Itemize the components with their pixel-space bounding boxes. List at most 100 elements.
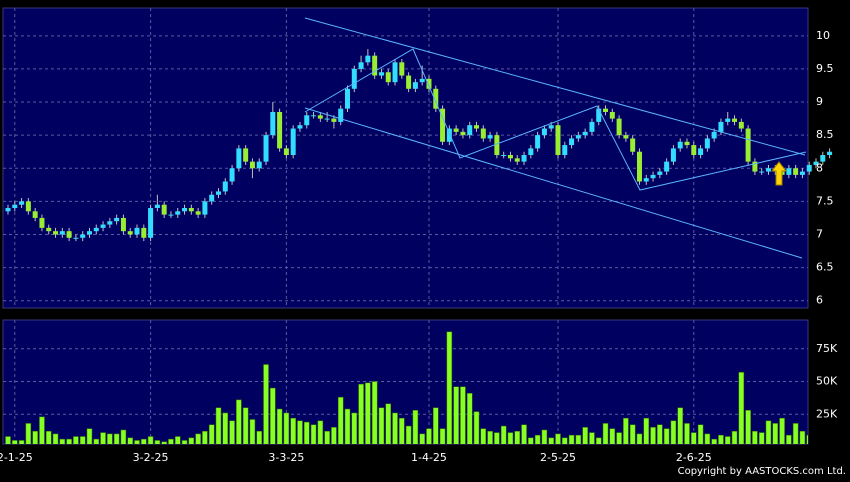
candle-body [657, 171, 663, 175]
candle-body [793, 168, 799, 175]
volume-bar [786, 434, 792, 444]
volume-bar [657, 424, 663, 444]
y-tick-label: 8.5 [816, 128, 834, 141]
volume-bar [602, 423, 609, 444]
volume-bar [514, 431, 520, 444]
candle-body [161, 204, 167, 215]
candle-body [5, 208, 11, 212]
candle-body [514, 158, 520, 162]
x-tick-label: 2-1-25 [0, 451, 33, 464]
volume-bar [691, 432, 697, 444]
volume-bar [643, 417, 650, 444]
candle-body [107, 221, 113, 225]
candle-body [691, 145, 697, 156]
volume-bar [202, 431, 208, 444]
volume-bar [39, 416, 45, 444]
volume-bar [419, 433, 425, 444]
candle-body [433, 88, 439, 109]
candle-body [440, 108, 446, 142]
volume-bar [222, 412, 229, 444]
volume-bar [256, 431, 262, 444]
arrow-marker [770, 161, 788, 186]
volume-bar [304, 421, 310, 444]
volume-bar [66, 438, 72, 444]
volume-bar [521, 424, 527, 444]
candle-body [12, 204, 18, 208]
candle-body [650, 174, 656, 179]
candle-body [39, 217, 45, 228]
volume-bar [358, 383, 364, 444]
candle-body [324, 118, 330, 120]
volume-bar [663, 428, 670, 444]
volume-bar [154, 440, 161, 444]
volume-bar [59, 438, 66, 444]
volume-bar [86, 428, 93, 444]
volume-bar [331, 427, 337, 444]
volume-bar [79, 436, 86, 444]
volume-bar [93, 438, 100, 444]
volume-bar [297, 420, 303, 444]
volume-bar [175, 436, 181, 444]
candle-body [799, 171, 805, 175]
volume-bar [745, 410, 751, 444]
candle-body [317, 115, 323, 119]
volume-bar [629, 424, 636, 444]
y-tick-label: 6.5 [816, 261, 834, 274]
candle-body [569, 138, 575, 146]
volume-bar [188, 437, 195, 444]
volume-bar [453, 386, 459, 444]
volume-bar [392, 412, 398, 444]
candle-body [66, 231, 72, 238]
volume-bar [792, 423, 799, 444]
candle-body [311, 115, 317, 117]
volume-bar [827, 437, 832, 447]
candle-body [378, 72, 384, 76]
x-tick-label: 3-3-25 [268, 451, 304, 464]
volume-bar [711, 438, 717, 444]
volume-bar [283, 412, 290, 444]
candle-body [304, 115, 310, 126]
candle-body [467, 125, 473, 136]
volume-bar [249, 419, 256, 444]
y-tick-label: 10 [816, 29, 830, 42]
candle-body [636, 151, 642, 182]
volume-bar [582, 427, 588, 444]
candle-body [623, 135, 629, 139]
candle-body [670, 148, 676, 162]
volume-bar [779, 417, 785, 444]
y-tick-label: 50K [816, 375, 838, 388]
candle-body [195, 211, 201, 215]
candle-body [80, 234, 86, 238]
volume-bar [772, 423, 779, 444]
candle-body [59, 231, 65, 235]
volume-bar [32, 431, 38, 444]
candle-body [372, 55, 378, 76]
volume-bar [487, 431, 493, 444]
candle-body [93, 227, 99, 232]
candle-body [345, 88, 350, 109]
volume-bar [595, 437, 602, 444]
candle-body [630, 138, 636, 152]
candle-body [100, 224, 106, 228]
volume-bar [371, 381, 378, 444]
candle-body [664, 161, 670, 172]
volume-bar [113, 433, 120, 444]
candle-body [711, 131, 717, 139]
volume-bar [100, 432, 106, 444]
volume-bar [399, 417, 405, 444]
volume-bar [528, 437, 534, 444]
candle-body [609, 111, 615, 119]
candle-body [406, 75, 412, 89]
channel-lower [304, 107, 803, 259]
y-tick-label: 75K [816, 342, 838, 355]
candle-body [759, 171, 765, 173]
candle-body [487, 135, 493, 139]
volume-bar [697, 424, 704, 444]
volume-bar [365, 382, 371, 444]
candle-body [643, 178, 649, 182]
candle-body [446, 128, 452, 142]
candle-body [582, 131, 588, 136]
volume-bar [433, 407, 439, 444]
volume-bar [446, 331, 453, 444]
candle-body [297, 125, 303, 129]
